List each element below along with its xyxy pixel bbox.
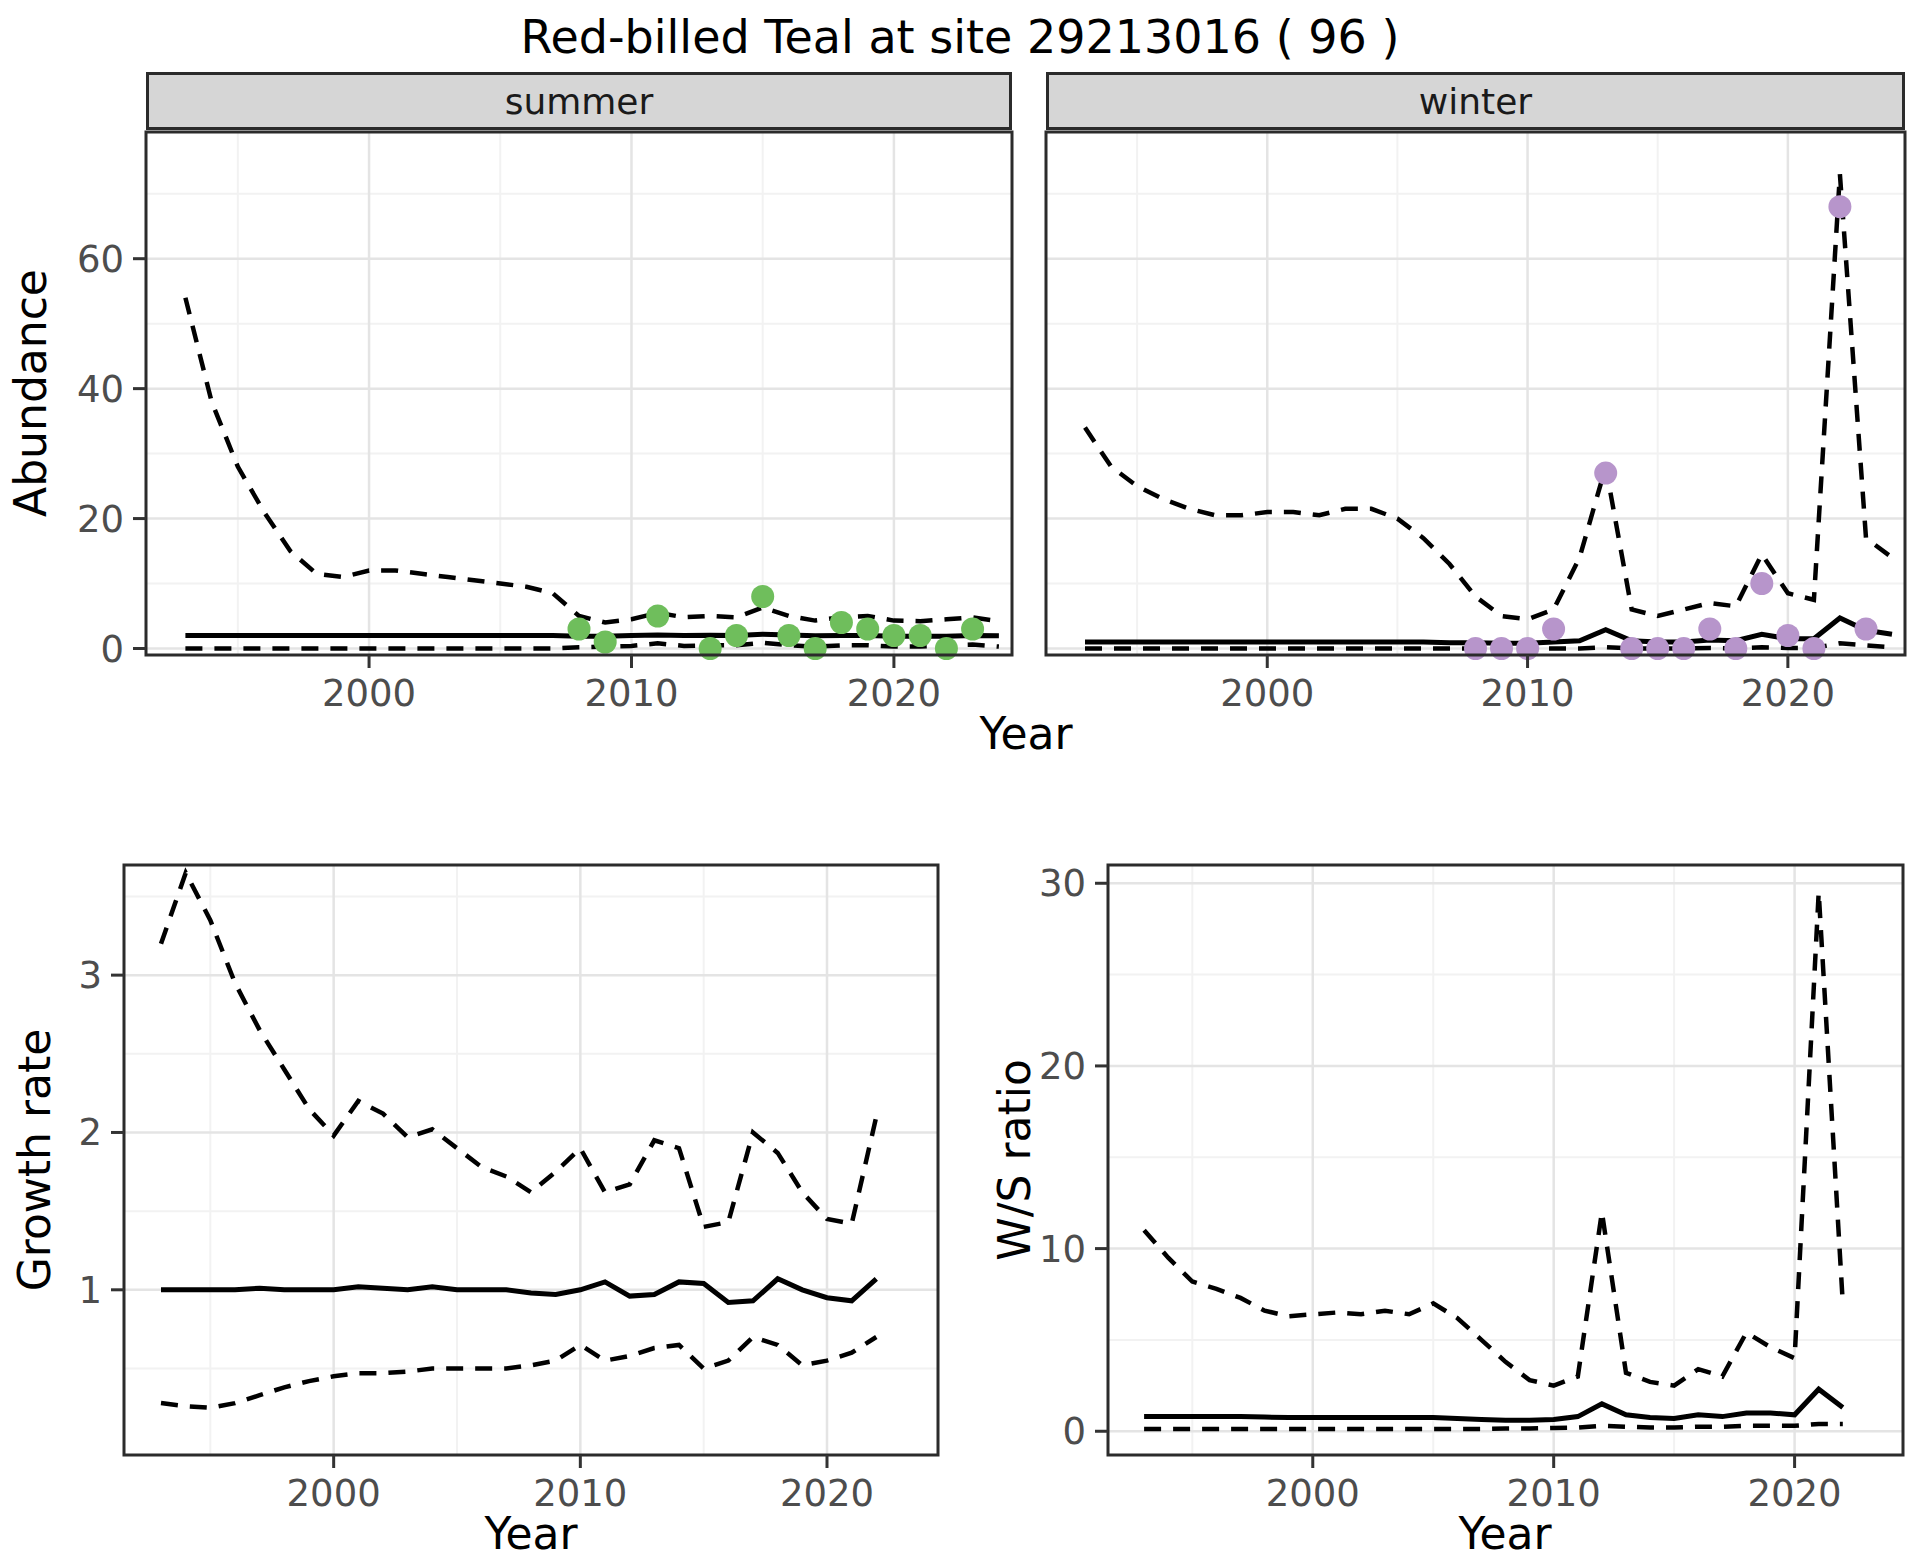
data-point bbox=[1855, 618, 1878, 641]
y-tick-label: 0 bbox=[100, 627, 124, 670]
data-point bbox=[830, 611, 853, 634]
data-point bbox=[1594, 462, 1617, 485]
data-point bbox=[882, 624, 905, 647]
panel-ws_ratio bbox=[1095, 865, 1903, 1468]
y-axis-title-ws-ratio: W/S ratio bbox=[989, 1059, 1040, 1261]
y-tick-label: 40 bbox=[77, 367, 124, 410]
data-point bbox=[1542, 618, 1565, 641]
facet-strip-winter-label: winter bbox=[1419, 81, 1532, 122]
data-point bbox=[1724, 637, 1747, 660]
data-point bbox=[725, 624, 748, 647]
x-axis-title-year-bottom-left: Year bbox=[484, 1508, 577, 1559]
y-tick-label: 20 bbox=[1039, 1044, 1086, 1087]
y-tick-label: 0 bbox=[1062, 1410, 1086, 1453]
data-point bbox=[1620, 637, 1643, 660]
data-point bbox=[935, 637, 958, 660]
y-tick-label: 1 bbox=[78, 1268, 102, 1311]
page-title: Red-billed Teal at site 29213016 ( 96 ) bbox=[0, 10, 1920, 64]
y-tick-label: 20 bbox=[77, 497, 124, 540]
x-tick-label: 2000 bbox=[287, 1472, 381, 1515]
data-point bbox=[777, 624, 800, 647]
data-point bbox=[1698, 618, 1721, 641]
y-tick-label: 3 bbox=[78, 954, 102, 997]
x-tick-label: 2000 bbox=[322, 672, 416, 715]
data-point bbox=[1464, 637, 1487, 660]
data-point bbox=[1646, 637, 1669, 660]
data-point bbox=[909, 624, 932, 647]
data-point bbox=[1828, 195, 1851, 218]
facet-strip-summer: summer bbox=[146, 72, 1012, 130]
data-point bbox=[646, 605, 669, 628]
facet-strip-winter: winter bbox=[1046, 72, 1905, 130]
data-point bbox=[961, 618, 984, 641]
data-point bbox=[804, 637, 827, 660]
data-point bbox=[1672, 637, 1695, 660]
x-tick-label: 2010 bbox=[1507, 1472, 1601, 1515]
y-tick-label: 10 bbox=[1039, 1227, 1086, 1270]
y-axis-title-growth-rate: Growth rate bbox=[9, 1029, 60, 1292]
x-tick-label: 2010 bbox=[584, 672, 678, 715]
data-point bbox=[594, 631, 617, 654]
panel-growth_rate bbox=[111, 865, 938, 1468]
x-tick-label: 2020 bbox=[780, 1472, 874, 1515]
panel-abundance_winter bbox=[1046, 132, 1905, 668]
x-tick-label: 2000 bbox=[1266, 1472, 1360, 1515]
x-tick-label: 2020 bbox=[1747, 1472, 1841, 1515]
data-point bbox=[1750, 572, 1773, 595]
y-tick-label: 60 bbox=[77, 237, 124, 280]
y-tick-label: 2 bbox=[78, 1111, 102, 1154]
facet-strip-summer-label: summer bbox=[505, 81, 654, 122]
y-axis-title-abundance: Abundance bbox=[5, 269, 56, 517]
data-point bbox=[1776, 624, 1799, 647]
data-point bbox=[699, 637, 722, 660]
chart-canvas bbox=[0, 0, 1920, 1560]
panel-abundance_summer bbox=[133, 132, 1012, 668]
data-point bbox=[1802, 637, 1825, 660]
x-tick-label: 2020 bbox=[847, 672, 941, 715]
x-tick-label: 2020 bbox=[1741, 672, 1835, 715]
data-point bbox=[568, 618, 591, 641]
x-axis-title-year-top: Year bbox=[979, 708, 1072, 759]
y-tick-label: 30 bbox=[1039, 862, 1086, 905]
x-tick-label: 2000 bbox=[1220, 672, 1314, 715]
x-axis-title-year-bottom-right: Year bbox=[1458, 1508, 1551, 1559]
data-point bbox=[1490, 637, 1513, 660]
data-point bbox=[856, 618, 879, 641]
x-tick-label: 2010 bbox=[533, 1472, 627, 1515]
data-point bbox=[751, 585, 774, 608]
x-tick-label: 2010 bbox=[1480, 672, 1574, 715]
